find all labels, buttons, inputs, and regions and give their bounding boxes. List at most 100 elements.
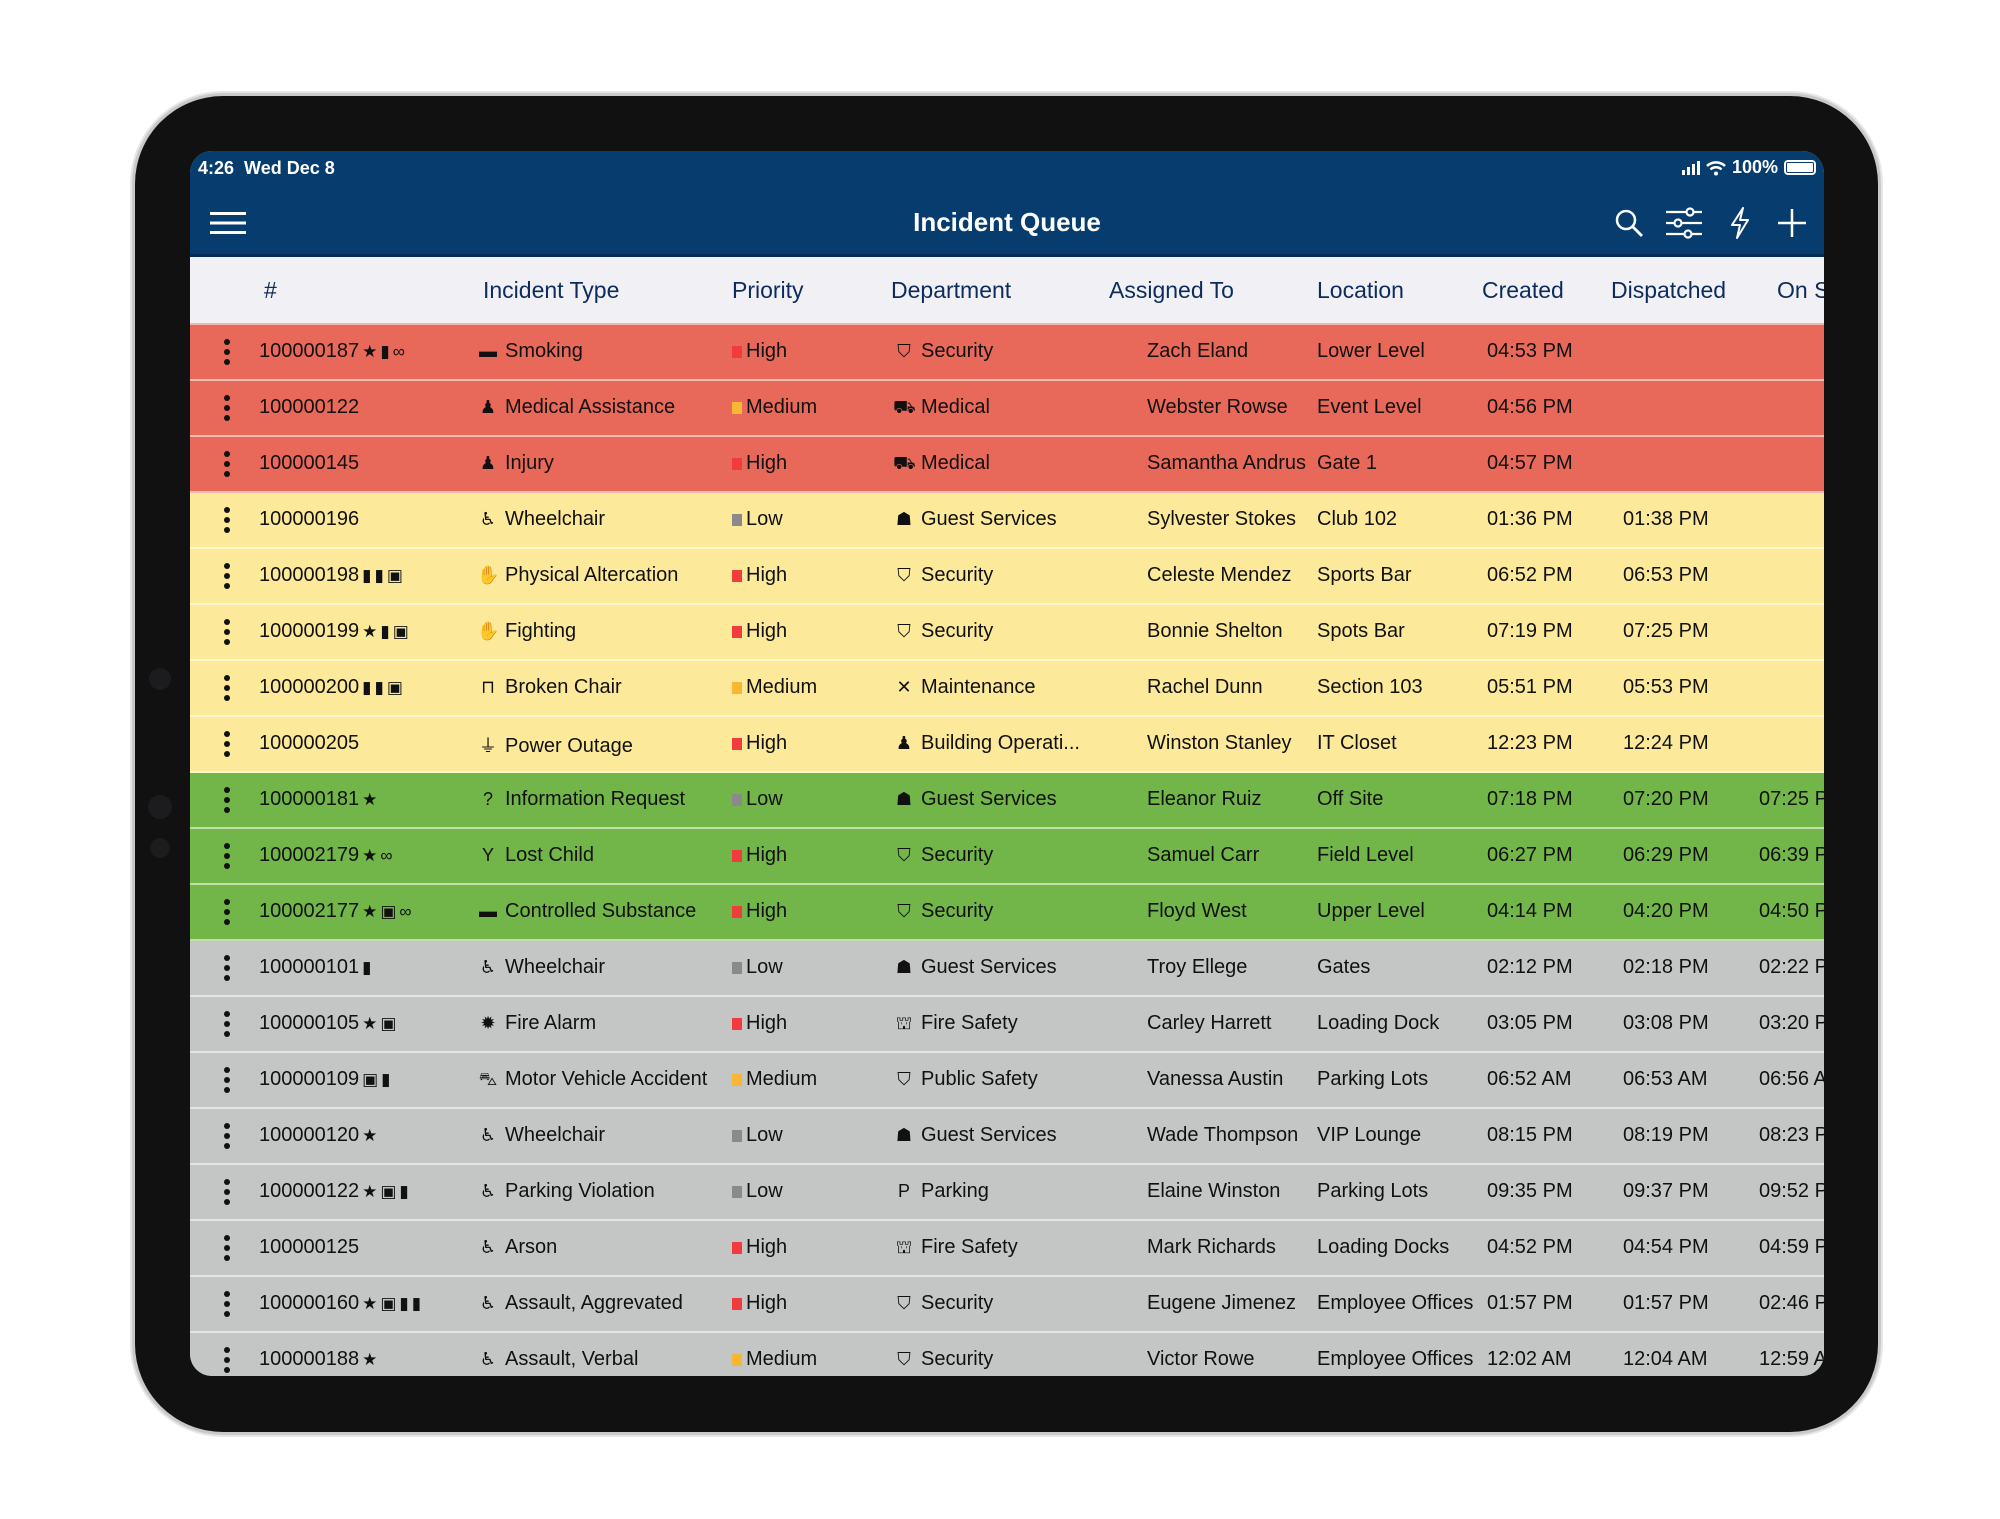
column-header-on-scene[interactable]: On S	[1777, 277, 1824, 303]
row-menu-button[interactable]	[223, 731, 231, 757]
column-header-dispatched[interactable]: Dispatched	[1611, 277, 1727, 303]
row-menu-button[interactable]	[223, 843, 231, 869]
row-menu-button[interactable]	[223, 675, 231, 701]
table-row[interactable]: 100000198 ▮ ▮ ▣ ✋ Physical Altercation High …	[190, 549, 1824, 605]
table-row[interactable]: 100000120 ★ ♿ Wheelchair Low ☗ Guest Servic…	[190, 1109, 1824, 1165]
row-menu-button[interactable]	[223, 899, 231, 925]
document-icon: ▮	[362, 566, 372, 585]
incident-number: 100000105	[259, 1012, 360, 1034]
row-menu-button[interactable]	[223, 619, 231, 645]
table-row[interactable]: 100000181 ★ ? Information Request Low ☗ Gue…	[190, 773, 1824, 829]
plus-icon[interactable]	[1774, 205, 1810, 241]
battery-percent: 100%	[1731, 157, 1778, 177]
row-menu-button[interactable]	[223, 1123, 231, 1149]
column-header-location[interactable]: Location	[1317, 277, 1404, 303]
priority: Low	[746, 956, 783, 978]
table-row[interactable]: 100000200 ▮ ▮ ▣ ⊓ Broken Chair Medium ✕ Maint…	[190, 661, 1824, 717]
created-time: 04:53 PM	[1487, 340, 1573, 362]
table-row[interactable]: 100000145 ♟ Injury High ⛟ Medical Samantha…	[190, 437, 1824, 493]
priority: High	[746, 340, 788, 362]
column-header-created[interactable]: Created	[1482, 277, 1564, 303]
row-menu-button[interactable]	[223, 451, 231, 477]
camera	[149, 668, 171, 690]
priority: High	[746, 844, 788, 866]
search-icon[interactable]	[1611, 205, 1647, 241]
department: Fire Safety	[921, 1236, 1018, 1258]
incident-number-cell: 100000187 ★ ▮ ∞	[259, 340, 405, 363]
row-menu-button[interactable]	[223, 1291, 231, 1317]
column-header-priority[interactable]: Priority	[732, 277, 804, 303]
child-icon: Y	[481, 845, 494, 865]
priority-cell: High	[732, 620, 787, 643]
ambulance-icon: ⛟	[893, 453, 916, 473]
table-row[interactable]: 100000188 ★ ♿ Assault, Verbal Medium ⛉ Secu…	[190, 1333, 1824, 1376]
status-time-date: 4:26 Wed Dec 8	[198, 158, 335, 179]
row-menu-button[interactable]	[223, 1347, 231, 1373]
row-menu-button[interactable]	[223, 1011, 231, 1037]
row-menu-button[interactable]	[223, 339, 231, 365]
location: Upper Level	[1317, 900, 1425, 922]
priority: Medium	[746, 676, 818, 698]
wheelchair-icon: ♿	[479, 509, 497, 529]
department: Security	[921, 1348, 994, 1370]
department-cell: ⛉ Security	[893, 844, 993, 867]
column-header-number[interactable]: #	[264, 277, 277, 303]
table-row[interactable]: 100000109 ▣ ▮ ⛍ Motor Vehicle Accident Medi…	[190, 1053, 1824, 1109]
assigned-to: Eleanor Ruiz	[1147, 788, 1262, 810]
table-row[interactable]: 100002179 ★ ∞ Y Lost Child High ⛉ Security S…	[190, 829, 1824, 885]
created-time: 09:35 PM	[1487, 1180, 1573, 1202]
row-menu-button[interactable]	[223, 1235, 231, 1261]
priority-indicator	[732, 962, 742, 974]
row-menu-button[interactable]	[223, 787, 231, 813]
priority-indicator	[732, 794, 742, 806]
dispatched-time: 07:25 PM	[1623, 620, 1709, 642]
chair-icon: ⊓	[480, 677, 496, 697]
row-menu-button[interactable]	[223, 563, 231, 589]
table-row[interactable]: 100000187 ★ ▮ ∞ ▬ Smoking High ⛉ Security Zac…	[190, 325, 1824, 381]
priority-cell: Low	[732, 788, 783, 811]
row-menu-button[interactable]	[223, 1179, 231, 1205]
incident-number-cell: 100000196	[259, 508, 359, 531]
table-row[interactable]: 100000125 ♿ Arson High ⛫ Fire Safety Mark …	[190, 1221, 1824, 1277]
table-row[interactable]: 100002177 ★ ▣ ∞ ▬ Controlled Substance High …	[190, 885, 1824, 941]
column-header-department[interactable]: Department	[891, 277, 1012, 303]
incident-type-cell: ✹ Fire Alarm	[477, 1012, 596, 1035]
dispatched-time: 05:53 PM	[1623, 676, 1709, 698]
table-row[interactable]: 100000122 ♟ Medical Assistance Medium ⛟ Me…	[190, 381, 1824, 437]
location: Event Level	[1317, 396, 1422, 418]
incident-number-cell: 100000200 ▮ ▮ ▣	[259, 676, 403, 699]
department: Security	[921, 900, 994, 922]
priority-cell: High	[732, 452, 787, 475]
incident-type: Power Outage	[505, 735, 633, 757]
created-time: 07:19 PM	[1487, 620, 1573, 642]
dispatched-time: 06:53 AM	[1623, 1068, 1708, 1090]
incident-number: 100000122	[259, 396, 360, 418]
filter-sliders-icon[interactable]	[1666, 205, 1702, 241]
table-row[interactable]: 100000101 ▮ ♿ Wheelchair Low ☗ Guest Servic…	[190, 941, 1824, 997]
users-icon: ☗	[895, 957, 913, 977]
incident-number-cell: 100002177 ★ ▣ ∞	[259, 900, 412, 923]
lightning-icon[interactable]	[1722, 205, 1758, 241]
on-scene-time: 08:23 P	[1759, 1124, 1824, 1146]
table-row[interactable]: 100000105 ★ ▣ ✹ Fire Alarm High ⛫ Fire Safet…	[190, 997, 1824, 1053]
incident-type-cell: ✋ Physical Altercation	[477, 564, 678, 587]
status-time: 4:26	[198, 158, 235, 178]
table-row[interactable]: 100000196 ♿ Wheelchair Low ☗ Guest Service…	[190, 493, 1824, 549]
column-header-assigned-to[interactable]: Assigned To	[1109, 277, 1234, 303]
table-row[interactable]: 100000199 ★ ▮ ▣ ✋ Fighting High ⛉ Security Bo…	[190, 605, 1824, 661]
hamburger-menu-icon[interactable]	[210, 205, 246, 241]
incident-number-cell: 100000145	[259, 452, 359, 475]
row-menu-button[interactable]	[223, 1067, 231, 1093]
table-row[interactable]: 100000205 ⏚ Power Outage High ♟ Building O…	[190, 717, 1824, 773]
incident-type: Wheelchair	[505, 956, 606, 978]
row-menu-button[interactable]	[223, 507, 231, 533]
column-header-incident-type[interactable]: Incident Type	[483, 277, 620, 303]
incident-number-cell: 100000198 ▮ ▮ ▣	[259, 564, 403, 587]
users-icon: ☗	[895, 789, 913, 809]
assigned-to: Rachel Dunn	[1147, 676, 1263, 698]
row-menu-button[interactable]	[223, 955, 231, 981]
table-row[interactable]: 100000160 ★ ▣ ▮ ▮ ♿ Assault, Aggrevated High …	[190, 1277, 1824, 1333]
row-menu-button[interactable]	[223, 395, 231, 421]
table-row[interactable]: 100000122 ★ ▣ ▮ ♿ Parking Violation Low P Par…	[190, 1165, 1824, 1221]
priority: High	[746, 900, 788, 922]
